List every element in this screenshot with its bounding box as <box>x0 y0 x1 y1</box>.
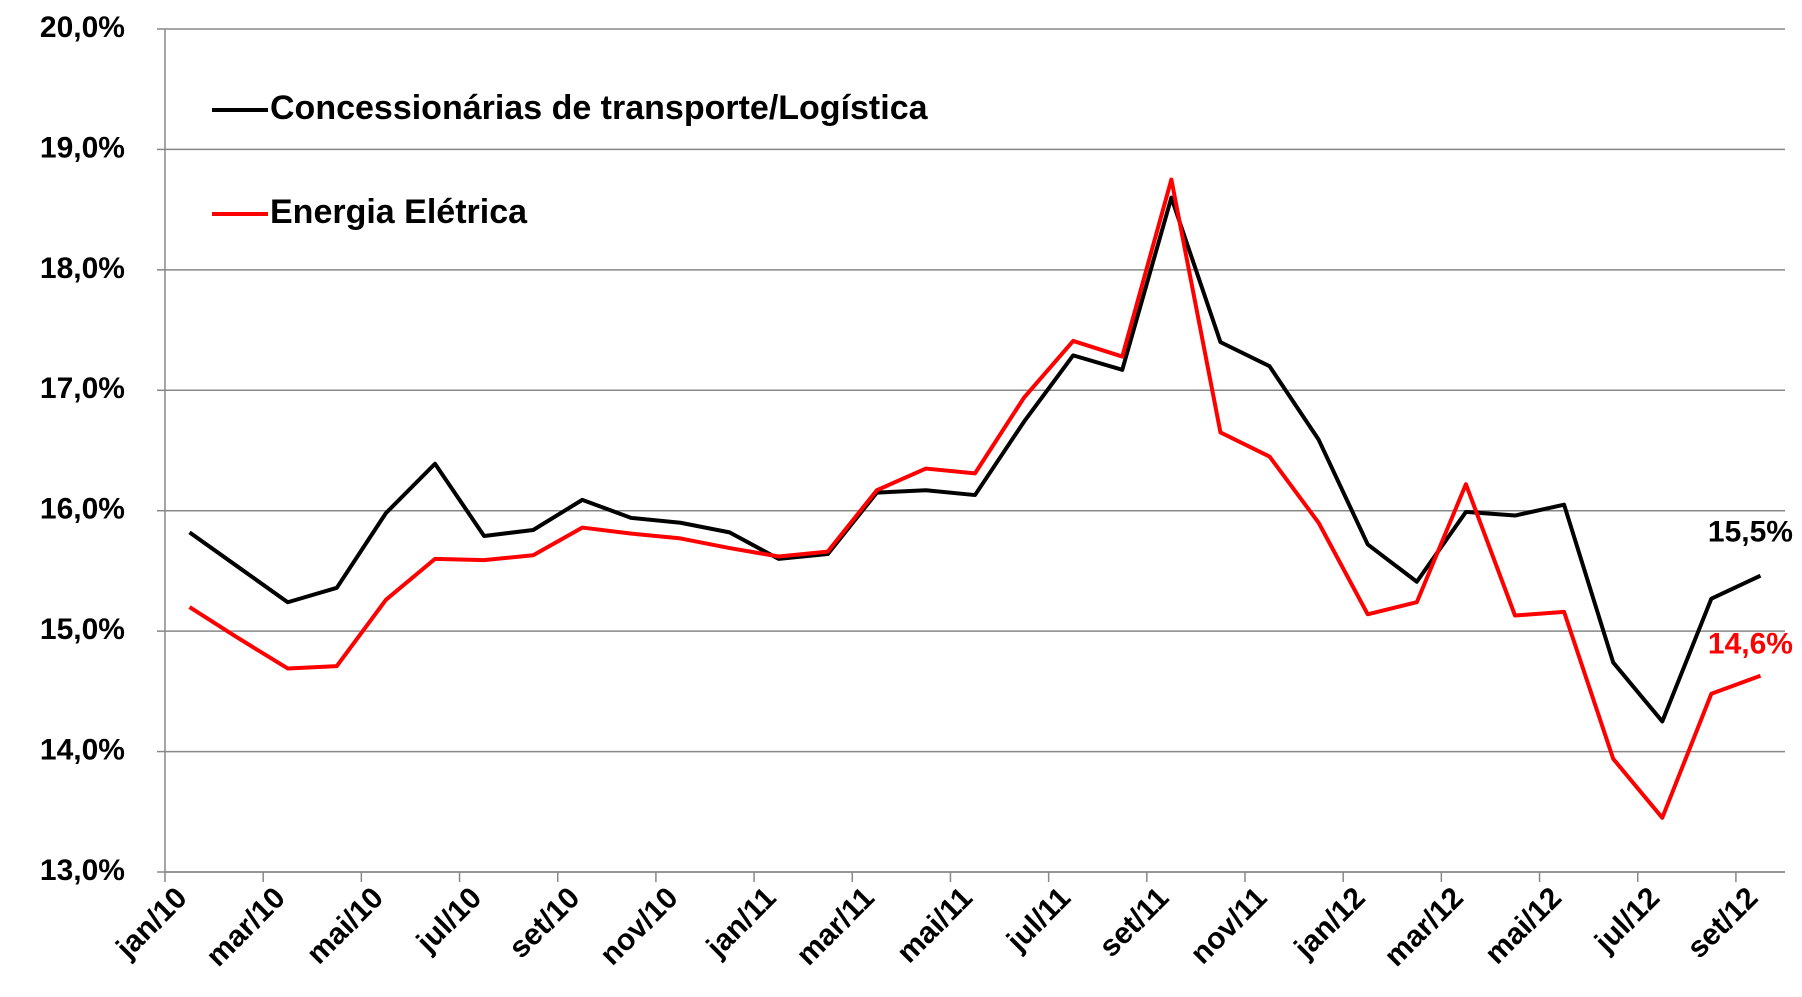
x-tick-label: mai/11 <box>891 881 979 969</box>
x-tick-label: mai/12 <box>1479 881 1568 970</box>
legend-label: Concessionárias de transporte/Logística <box>270 89 929 127</box>
x-tick-label: set/10 <box>503 881 586 964</box>
y-tick-label: 18,0% <box>40 252 125 285</box>
x-tick-label: set/11 <box>1093 881 1175 963</box>
y-tick-label: 17,0% <box>40 372 125 405</box>
x-tick-label: jan/12 <box>1288 881 1372 965</box>
x-tick-label: mai/10 <box>301 881 390 970</box>
x-tick-label: jul/10 <box>410 881 488 959</box>
x-tick-label: jul/11 <box>1000 881 1077 958</box>
y-tick-label: 14,0% <box>40 733 125 766</box>
x-tick-label: mar/10 <box>200 881 292 973</box>
value-label: 15,5% <box>1708 516 1793 549</box>
y-tick-label: 20,0% <box>40 11 125 44</box>
y-tick-label: 13,0% <box>40 854 125 887</box>
legend-label: Energia Elétrica <box>270 193 528 231</box>
x-tick-label: jan/10 <box>109 881 193 965</box>
x-tick-label: nov/10 <box>594 881 685 972</box>
x-tick-label: mar/12 <box>1378 881 1470 973</box>
series-line <box>188 177 1762 820</box>
value-label: 14,6% <box>1708 628 1793 661</box>
x-tick-label: nov/11 <box>1184 881 1273 970</box>
y-tick-label: 16,0% <box>40 493 125 526</box>
x-tick-label: jul/12 <box>1588 881 1666 959</box>
series-line <box>188 195 1762 724</box>
x-tick-label: mar/11 <box>790 881 881 972</box>
y-tick-label: 19,0% <box>40 131 125 164</box>
y-tick-label: 15,0% <box>40 613 125 646</box>
x-tick-label: set/12 <box>1681 881 1764 964</box>
x-tick-label: jan/11 <box>700 881 783 964</box>
